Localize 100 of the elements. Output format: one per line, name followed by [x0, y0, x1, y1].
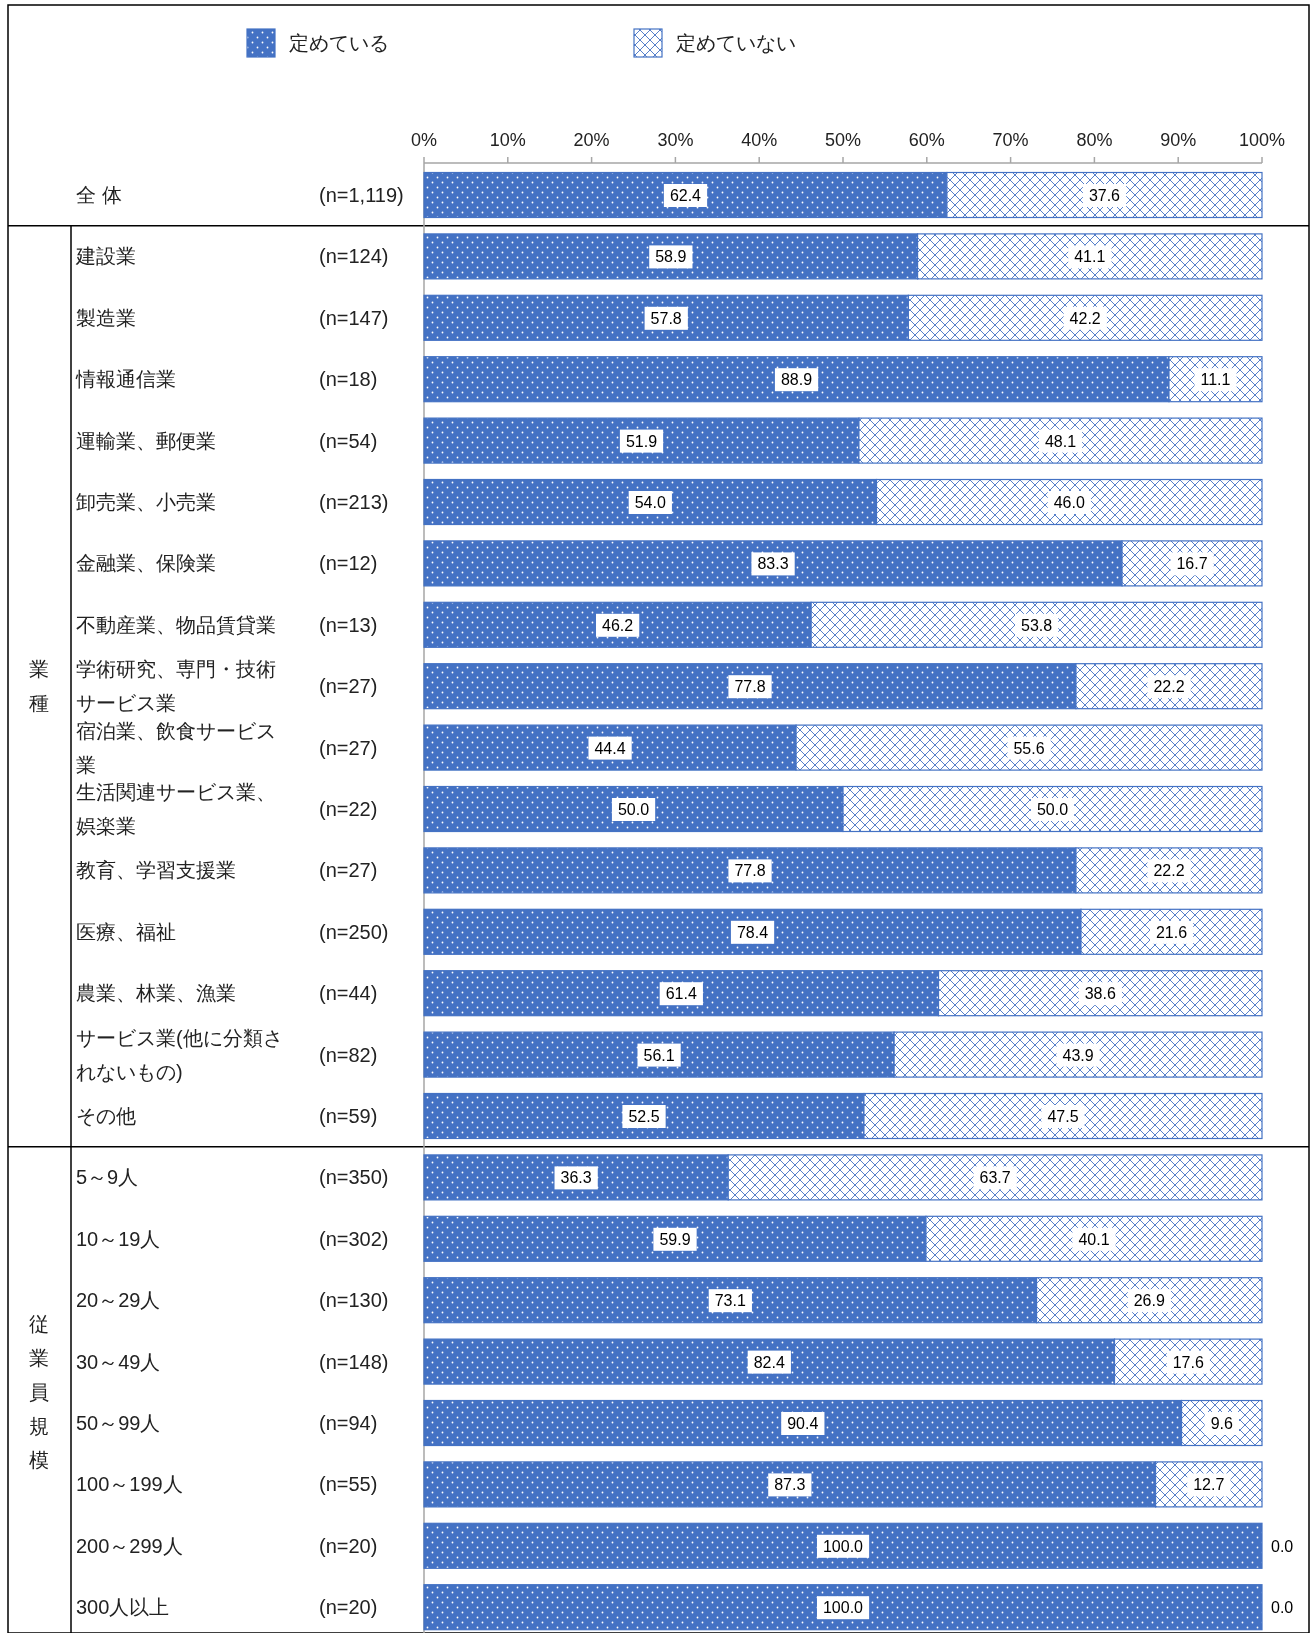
- data-label: 57.8: [650, 309, 682, 327]
- y-tick-label: 全 体: [76, 184, 122, 206]
- data-label: 55.6: [1013, 739, 1045, 757]
- data-label: 83.3: [757, 555, 789, 573]
- y2-tick-label: (n=1,119): [319, 184, 404, 206]
- data-label: 90.4: [787, 1415, 819, 1432]
- data-label: 62.4: [669, 187, 702, 204]
- data-label: 42.2: [1069, 309, 1101, 327]
- legend-label: 定めていない: [676, 32, 796, 54]
- y2-tick-label: (n=213): [319, 491, 389, 513]
- data-label: 56.1: [643, 1046, 675, 1064]
- y-tick-label: 運輸業、郵便業: [76, 429, 216, 452]
- data-label: 12.7: [1193, 1476, 1225, 1494]
- data-label: 82.4: [753, 1353, 785, 1371]
- data-label: 54.0: [634, 494, 666, 511]
- y-tick-label: 金融業、保険業: [76, 552, 216, 575]
- x-tick-label: 100%: [1238, 130, 1286, 150]
- data-label: 46.2: [602, 616, 634, 634]
- y-tick-label: 生活関連サービス業、娯楽業: [76, 781, 276, 837]
- y2-tick-label: (n=82): [319, 1043, 378, 1066]
- y-tick-label: 情報通信業: [75, 368, 176, 391]
- data-label: 73.1: [714, 1292, 746, 1310]
- y2-tick-label: (n=27): [319, 859, 378, 882]
- data-label: 16.7: [1176, 555, 1208, 573]
- data-label: 53.8: [1021, 616, 1053, 634]
- x-tick-label: 10%: [489, 130, 526, 150]
- y-tick-label: 農業、林業、漁業: [76, 982, 236, 1005]
- data-label: 38.6: [1084, 985, 1116, 1003]
- y-tick-label: 教育、学習支援業: [76, 859, 236, 882]
- y-tick-label: サービス業(他に分類されないもの): [76, 1026, 283, 1083]
- data-label: 22.2: [1153, 678, 1185, 696]
- data-label: 47.5: [1047, 1108, 1079, 1125]
- y-tick-label: 建設業: [75, 245, 136, 268]
- y2-tick-label: (n=302): [319, 1227, 389, 1250]
- bar: [423, 1584, 1263, 1631]
- y2-tick-label: (n=250): [319, 920, 389, 943]
- data-label: 44.4: [594, 739, 626, 757]
- data-label: 9.6: [1210, 1415, 1233, 1432]
- data-label: 78.4: [736, 923, 769, 941]
- data-label: 36.3: [560, 1169, 592, 1187]
- y2-tick-label: (n=27): [319, 736, 378, 759]
- data-label: 11.1: [1200, 371, 1231, 389]
- data-label: 58.9: [655, 248, 687, 266]
- y-tick-label: 30～49人: [76, 1350, 161, 1373]
- y-tick-label: その他: [76, 1105, 136, 1127]
- data-label: 26.9: [1133, 1292, 1165, 1310]
- x-tick-label: 80%: [1076, 130, 1113, 150]
- data-label: 63.7: [979, 1169, 1011, 1187]
- y-tick-label: 製造業: [76, 306, 136, 329]
- data-label: 22.2: [1153, 862, 1185, 880]
- y2-tick-label: (n=22): [319, 798, 378, 820]
- data-label: 43.9: [1062, 1046, 1094, 1064]
- x-tick-label: 20%: [573, 130, 610, 150]
- data-label: 51.9: [625, 432, 658, 450]
- y2-tick-label: (n=20): [319, 1596, 378, 1619]
- y-tick-label: 50～99人: [76, 1412, 161, 1434]
- y2-tick-label: (n=148): [319, 1350, 389, 1373]
- x-tick-label: 0%: [410, 130, 438, 150]
- y-tick-label: 医療、福祉: [76, 920, 176, 943]
- y-tick-label: 300人以上: [76, 1596, 170, 1619]
- y2-tick-label: (n=94): [319, 1412, 378, 1434]
- data-label: 50.0: [1036, 801, 1069, 818]
- x-tick-label: 50%: [824, 130, 862, 150]
- data-label: 77.8: [734, 862, 766, 880]
- y2-tick-label: (n=18): [319, 368, 378, 391]
- data-label: 0.0: [1271, 1599, 1294, 1617]
- y2-tick-label: (n=27): [319, 675, 378, 698]
- y-tick-label: 5～9人: [76, 1166, 139, 1189]
- data-label: 21.6: [1155, 923, 1188, 941]
- y-tick-label: 宿泊業、飲食サービス業: [76, 719, 276, 776]
- data-label: 46.0: [1053, 494, 1085, 511]
- x-tick-label: 40%: [741, 130, 778, 150]
- y2-tick-label: (n=13): [319, 613, 378, 636]
- text: 従業員規模: [29, 1313, 49, 1472]
- data-label: 40.1: [1078, 1230, 1110, 1248]
- y-tick-label: 学術研究、専門・技術サービス業: [76, 658, 276, 715]
- data-label: 100.0: [822, 1537, 864, 1555]
- x-tick-label: 90%: [1160, 130, 1197, 150]
- data-label: 52.5: [628, 1108, 660, 1125]
- data-label: 0.0: [1271, 1537, 1294, 1555]
- y2-tick-label: (n=124): [319, 245, 389, 268]
- data-label: 100.0: [822, 1599, 864, 1617]
- x-tick-label: 60%: [908, 130, 945, 150]
- y2-tick-label: (n=130): [319, 1289, 389, 1312]
- data-label: 17.6: [1172, 1353, 1204, 1371]
- y2-tick-label: (n=20): [319, 1534, 378, 1557]
- bar: [423, 1522, 1263, 1569]
- x-tick-label: 30%: [657, 130, 694, 150]
- data-label: 77.8: [734, 678, 766, 696]
- text: 業種: [29, 658, 49, 715]
- y-tick-label: 20～29人: [76, 1289, 161, 1312]
- y2-tick-label: (n=44): [319, 982, 378, 1005]
- y-tick-label: 100～199人: [76, 1473, 183, 1496]
- y2-tick-label: (n=54): [319, 429, 378, 452]
- y2-tick-label: (n=147): [319, 306, 389, 329]
- data-label: 48.1: [1044, 432, 1077, 450]
- data-label: 41.1: [1074, 248, 1106, 266]
- y-tick-label: 200～299人: [76, 1534, 183, 1557]
- y-tick-label: 卸売業、小売業: [76, 491, 216, 513]
- y-tick-label: 10～19人: [76, 1227, 161, 1250]
